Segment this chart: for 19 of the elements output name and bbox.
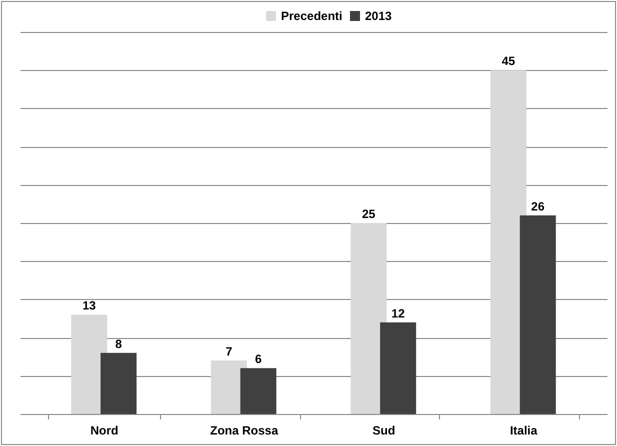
data-label: 45 <box>502 54 516 68</box>
data-label: 6 <box>254 352 262 366</box>
x-tick-label: Italia <box>510 424 538 438</box>
data-label: 26 <box>531 199 545 214</box>
data-label: 13 <box>82 298 96 313</box>
bar <box>100 352 137 414</box>
legend-label: Precedenti <box>281 9 342 23</box>
data-label: 7 <box>226 344 233 359</box>
data-label: 25 <box>362 207 376 221</box>
bar <box>380 322 416 414</box>
x-tick-label: Nord <box>90 424 118 438</box>
legend-label: 2013 <box>365 9 392 23</box>
x-tick-label: Sud <box>372 424 396 438</box>
data-label: 12 <box>391 306 406 320</box>
bar <box>520 215 556 414</box>
x-tick-label: Zona Rossa <box>210 424 278 438</box>
bar <box>240 368 276 414</box>
data-label: 8 <box>115 336 122 351</box>
bar <box>350 223 387 414</box>
